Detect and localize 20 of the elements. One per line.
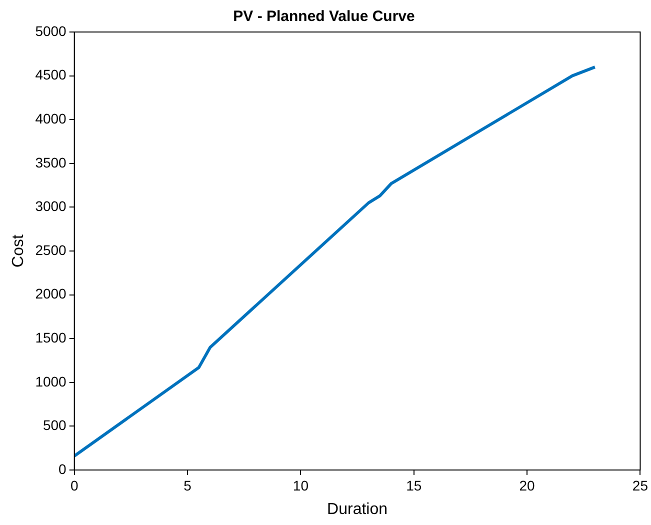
x-tick-label: 10 (292, 477, 309, 494)
y-tick-label: 500 (42, 417, 67, 434)
x-tick-label: 25 (632, 477, 648, 494)
y-tick-label: 5000 (35, 22, 67, 39)
x-tick-label: 20 (519, 477, 536, 494)
y-tick-label: 4000 (35, 110, 67, 126)
chart-title: PV - Planned Value Curve (233, 8, 415, 26)
y-tick-label: 0 (58, 460, 67, 477)
y-tick-label: 4500 (35, 66, 67, 83)
y-tick-label: 2500 (35, 242, 67, 258)
x-axis-title: Duration (327, 500, 388, 518)
x-tick-label: 5 (184, 477, 192, 494)
y-tick-label: 3000 (35, 198, 67, 214)
y-tick-label: 3500 (35, 154, 67, 170)
y-axis-title: Cost (10, 234, 28, 268)
y-tick-label: 2000 (35, 286, 67, 302)
x-tick-label: 15 (406, 477, 422, 494)
y-tick-label: 1500 (35, 329, 67, 346)
x-tick-label: 0 (70, 477, 78, 494)
y-tick-label: 1000 (35, 373, 67, 390)
